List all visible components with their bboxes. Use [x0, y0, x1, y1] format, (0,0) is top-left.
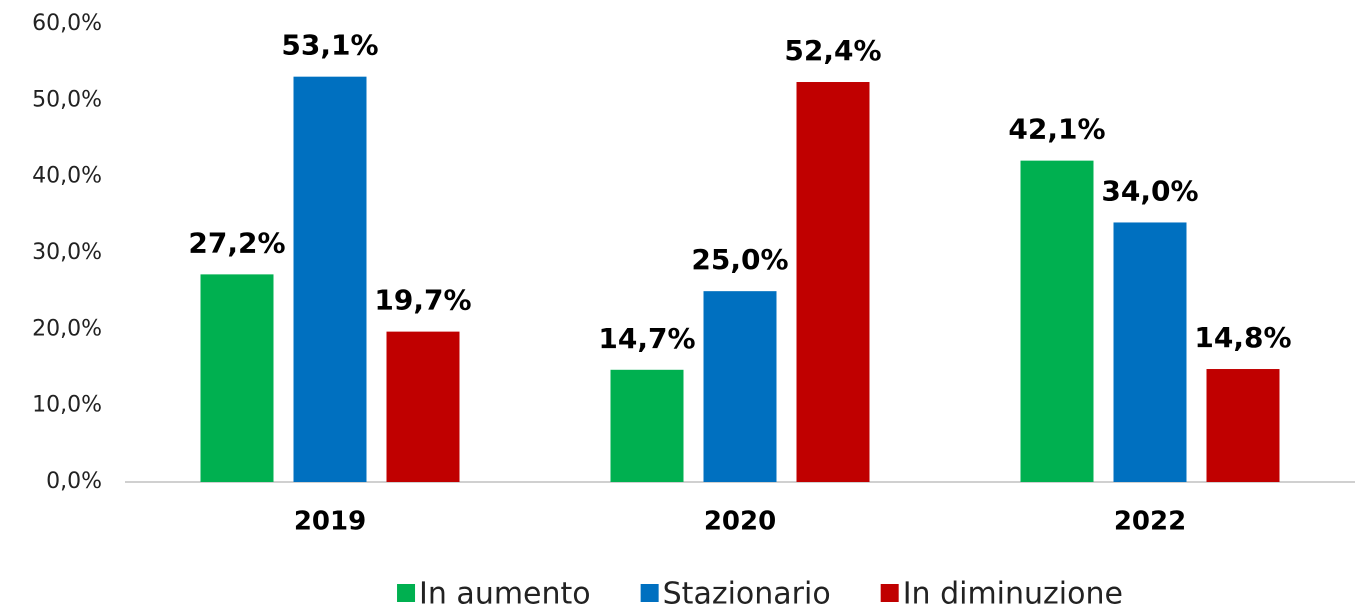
bar: [703, 291, 777, 482]
bar: [1206, 369, 1280, 482]
data-label: 42,1%: [1008, 113, 1105, 146]
data-label: 25,0%: [691, 243, 788, 276]
y-tick-label: 30,0%: [32, 240, 102, 265]
data-label: 14,8%: [1194, 321, 1291, 354]
legend-swatch: [880, 584, 899, 602]
legend-swatch: [640, 584, 659, 602]
legend-label: In diminuzione: [903, 577, 1123, 610]
data-label: 53,1%: [281, 29, 378, 62]
bar: [200, 274, 274, 482]
legend-swatch: [397, 584, 416, 602]
bar: [386, 331, 460, 482]
bar: [293, 76, 367, 483]
y-tick-label: 10,0%: [32, 393, 102, 418]
y-tick-label: 20,0%: [32, 316, 102, 341]
x-tick-label: 2019: [294, 507, 366, 537]
data-label: 27,2%: [188, 226, 285, 259]
y-tick-label: 40,0%: [32, 164, 102, 189]
data-label: 52,4%: [784, 34, 881, 67]
y-tick-label: 0,0%: [46, 469, 102, 494]
bar: [796, 82, 870, 482]
bar: [610, 369, 684, 482]
x-tick-label: 2020: [704, 507, 776, 537]
bar: [1113, 222, 1187, 482]
x-tick-label: 2022: [1114, 507, 1186, 537]
data-label: 34,0%: [1101, 174, 1198, 207]
data-label: 19,7%: [374, 284, 471, 317]
y-tick-label: 50,0%: [32, 87, 102, 112]
y-tick-label: 60,0%: [32, 11, 102, 36]
bar: [1020, 160, 1094, 483]
data-label: 14,7%: [598, 322, 695, 355]
legend-label: Stazionario: [663, 577, 831, 610]
legend-label: In aumento: [419, 577, 591, 610]
